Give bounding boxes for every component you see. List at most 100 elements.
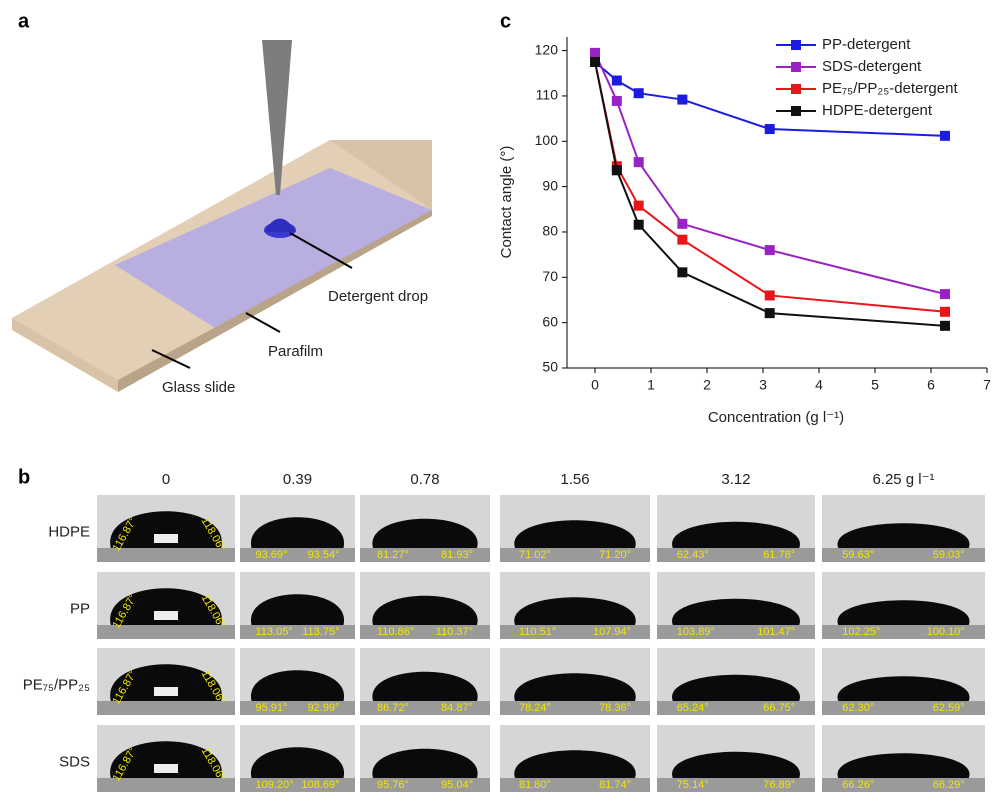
- angle-label: 61.78°: [763, 549, 795, 561]
- droplet: [514, 750, 636, 778]
- panel-letter: c: [500, 10, 511, 32]
- angle-label: 110.51°: [519, 626, 556, 638]
- point: [764, 245, 775, 256]
- reflection: [154, 687, 178, 696]
- droplet: [837, 523, 970, 548]
- row-label: HDPE: [48, 523, 90, 540]
- angle-label: 81.80°: [519, 779, 551, 791]
- column-header: 1.56: [560, 471, 589, 488]
- angle-label: 113.05°: [256, 626, 293, 638]
- point: [940, 130, 950, 141]
- angle-label: 62.30°: [842, 702, 874, 714]
- droplet: [837, 600, 970, 625]
- droplet: [372, 748, 478, 778]
- angle-label: 95.91°: [256, 702, 288, 714]
- angle-label: 62.59°: [933, 702, 965, 714]
- diagram-label: Detergent drop: [328, 288, 428, 305]
- substrate: [360, 548, 490, 562]
- point: [590, 47, 600, 58]
- substrate: [97, 778, 235, 792]
- x-tick-label: 4: [815, 377, 823, 393]
- substrate: [97, 701, 235, 715]
- legend-label: SDS-detergent: [822, 58, 922, 75]
- substrate: [500, 778, 650, 792]
- point: [633, 200, 644, 211]
- angle-label: 71.20°: [599, 549, 631, 561]
- substrate: [500, 625, 650, 639]
- legend-label: PP-detergent: [822, 36, 911, 53]
- angle-label: 109.20°: [256, 779, 294, 791]
- series-line: [594, 61, 946, 313]
- angle-label: 102.25°: [842, 626, 880, 638]
- angle-label: 78.24°: [519, 702, 551, 714]
- angle-label: 59.03°: [933, 549, 965, 561]
- column-header: 3.12: [721, 471, 750, 488]
- droplet: [110, 664, 222, 701]
- angle-label: 62.43°: [677, 549, 709, 561]
- substrate: [240, 778, 355, 792]
- y-axis-label: Contact angle (°): [498, 146, 515, 259]
- angle-label: 95.04°: [441, 779, 473, 791]
- substrate: [240, 701, 355, 715]
- droplet: [672, 521, 800, 548]
- y-tick-label: 50: [542, 359, 558, 375]
- substrate: [360, 778, 490, 792]
- reflection: [154, 534, 178, 543]
- angle-label: 113.75°: [302, 626, 339, 638]
- angle-label: 65.24°: [677, 702, 709, 714]
- angle-label: 100.10°: [927, 626, 965, 638]
- legend-marker: [791, 62, 801, 72]
- point: [764, 124, 775, 135]
- angle-label: 66.75°: [763, 702, 795, 714]
- y-tick-label: 70: [542, 268, 558, 284]
- droplet: [372, 518, 478, 548]
- diagram-label: Parafilm: [268, 343, 323, 360]
- x-tick-label: 0: [591, 377, 599, 393]
- angle-label: 75.14°: [677, 779, 709, 791]
- angle-label: 78.36°: [599, 702, 631, 714]
- droplet: [837, 753, 970, 778]
- angle-label: 110.86°: [377, 626, 414, 638]
- substrate: [822, 548, 985, 562]
- substrate: [657, 701, 815, 715]
- droplet: [514, 520, 636, 548]
- point: [677, 218, 688, 229]
- x-tick-label: 1: [647, 377, 655, 393]
- angle-label: 92.99°: [308, 702, 340, 714]
- droplet: [837, 676, 970, 701]
- point: [611, 95, 622, 106]
- x-tick-label: 2: [703, 377, 711, 393]
- angle-label: 95.76°: [377, 779, 409, 791]
- x-tick-label: 3: [759, 377, 767, 393]
- droplet: [672, 751, 800, 778]
- point: [764, 290, 775, 301]
- point: [940, 320, 950, 331]
- y-tick-label: 90: [542, 177, 558, 193]
- substrate: [657, 625, 815, 639]
- row-label: PE₇₅/PP₂₅: [23, 676, 90, 693]
- angle-label: 103.89°: [677, 626, 715, 638]
- angle-label: 84.87°: [441, 702, 473, 714]
- substrate: [97, 548, 235, 562]
- reflection: [154, 611, 178, 620]
- point: [611, 165, 622, 176]
- point: [677, 94, 688, 105]
- droplet: [372, 671, 478, 701]
- substrate: [360, 701, 490, 715]
- point: [764, 308, 775, 319]
- droplet: [110, 741, 222, 778]
- angle-label: 66.26°: [842, 779, 874, 791]
- substrate: [240, 548, 355, 562]
- x-tick-label: 7: [983, 377, 991, 393]
- y-tick-label: 80: [542, 223, 558, 239]
- point: [611, 75, 622, 86]
- substrate: [500, 701, 650, 715]
- column-header: 0.78: [410, 471, 439, 488]
- point: [633, 219, 644, 230]
- angle-label: 81.74°: [599, 779, 631, 791]
- substrate: [500, 548, 650, 562]
- droplet: [250, 517, 345, 548]
- point: [677, 234, 688, 245]
- y-tick-label: 60: [542, 313, 558, 329]
- point: [940, 306, 950, 317]
